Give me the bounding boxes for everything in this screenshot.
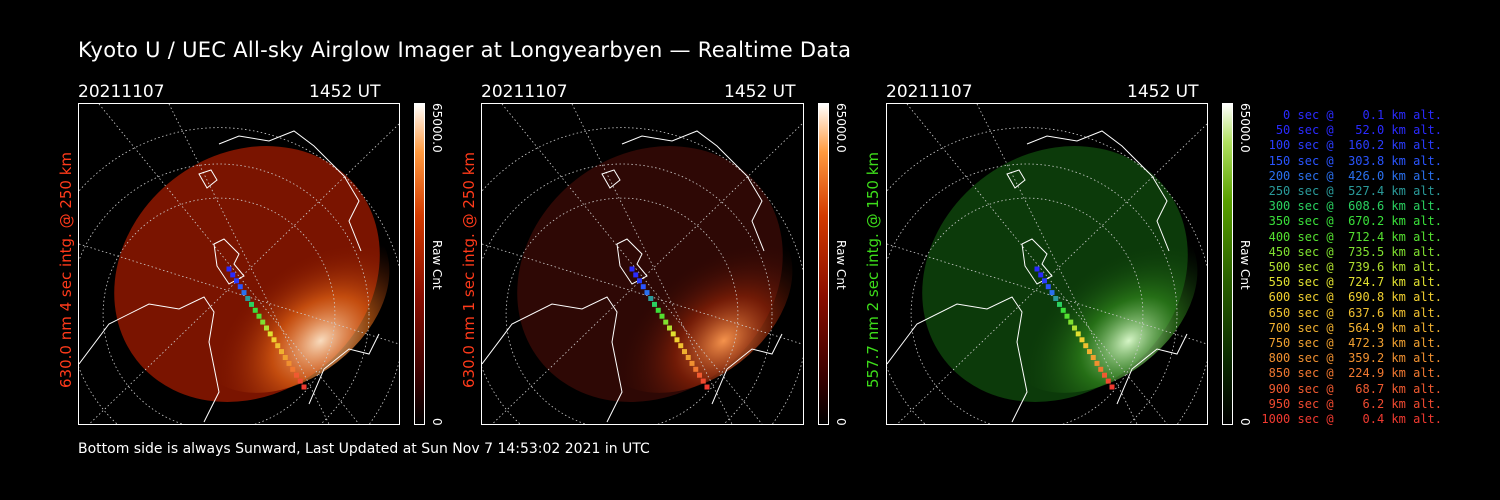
legend-entry: 350 sec @ 670.2 km alt. — [1261, 214, 1442, 229]
trajectory — [1034, 266, 1115, 390]
legend-entry: 750 sec @ 472.3 km alt. — [1261, 336, 1442, 351]
legend-entry: 600 sec @ 690.8 km alt. — [1261, 290, 1442, 305]
panel-1-time: 1452 UT — [309, 82, 381, 102]
legend-entry: 550 sec @ 724.7 km alt. — [1261, 275, 1442, 290]
panel-3-colorbar-max: 65000.0 — [1238, 103, 1252, 153]
panel-2-image — [481, 103, 804, 425]
coastline — [79, 130, 380, 423]
panel-3-colorbar — [1222, 103, 1233, 425]
panel-1-image — [78, 103, 400, 425]
footer-note: Bottom side is always Sunward, Last Upda… — [78, 441, 650, 457]
trajectory — [629, 266, 710, 390]
panel-2-allsky-svg — [482, 104, 803, 424]
legend-entry: 50 sec @ 52.0 km alt. — [1261, 123, 1442, 138]
panel-1-ylabel: 630.0 nm 4 sec intg. @ 250 km — [57, 151, 75, 388]
panel-3-date: 20211107 — [886, 82, 973, 102]
legend-entry: 950 sec @ 6.2 km alt. — [1261, 396, 1442, 411]
panel-3-colorbar-min: 0 — [1238, 418, 1252, 426]
panel-3-ylabel: 557.7 nm 2 sec intg. @ 150 km — [864, 151, 882, 388]
legend-entry: 850 sec @ 224.9 km alt. — [1261, 366, 1442, 381]
coordinate-grid — [482, 104, 803, 424]
legend-entry: 450 sec @ 735.5 km alt. — [1261, 244, 1442, 259]
legend-entry: 500 sec @ 739.6 km alt. — [1261, 260, 1442, 275]
coastline — [887, 130, 1188, 423]
panel-3-allsky-svg — [887, 104, 1207, 424]
coastline — [482, 130, 783, 423]
page-title: Kyoto U / UEC All-sky Airglow Imager at … — [78, 38, 852, 62]
legend-entry: 800 sec @ 359.2 km alt. — [1261, 351, 1442, 366]
legend-entry: 700 sec @ 564.9 km alt. — [1261, 320, 1442, 335]
legend-entry: 1000 sec @ 0.4 km alt. — [1261, 412, 1442, 427]
aurora-glow — [595, 213, 793, 393]
panel-3-time: 1452 UT — [1127, 82, 1199, 102]
panel-2-time: 1452 UT — [724, 82, 796, 102]
coordinate-grid — [79, 104, 399, 424]
panel-1-allsky-svg — [79, 104, 399, 424]
legend-entry: 250 sec @ 527.4 km alt. — [1261, 184, 1442, 199]
panel-1-colorbar-label: Raw Cnt — [430, 240, 444, 290]
panel-2-colorbar-label: Raw Cnt — [834, 240, 848, 290]
trajectory-legend: 0 sec @ 0.1 km alt. 50 sec @ 52.0 km alt… — [1261, 108, 1442, 427]
legend-entry: 0 sec @ 0.1 km alt. — [1261, 108, 1442, 122]
aurora-glow — [1000, 213, 1198, 393]
legend-entry: 900 sec @ 68.7 km alt. — [1261, 381, 1442, 396]
trajectory — [226, 266, 307, 390]
panel-3-colorbar-label: Raw Cnt — [1238, 240, 1252, 290]
panel-3-image — [886, 103, 1208, 425]
legend-entry: 650 sec @ 637.6 km alt. — [1261, 305, 1442, 320]
legend-entry: 150 sec @ 303.8 km alt. — [1261, 153, 1442, 168]
aurora-glow — [192, 213, 390, 393]
panel-2-colorbar-max: 65000.0 — [834, 103, 848, 153]
panel-1-colorbar-min: 0 — [430, 418, 444, 426]
panel-2-date: 20211107 — [481, 82, 568, 102]
panel-2-ylabel: 630.0 nm 1 sec intg. @ 250 km — [460, 151, 478, 388]
legend-entry: 200 sec @ 426.0 km alt. — [1261, 168, 1442, 183]
legend-entry: 400 sec @ 712.4 km alt. — [1261, 229, 1442, 244]
panel-2-colorbar — [818, 103, 829, 425]
legend-entry: 100 sec @ 160.2 km alt. — [1261, 138, 1442, 153]
panel-1-date: 20211107 — [78, 82, 165, 102]
legend-entry: 300 sec @ 608.6 km alt. — [1261, 199, 1442, 214]
panel-1-colorbar — [414, 103, 425, 425]
coordinate-grid — [887, 104, 1207, 424]
panel-2-colorbar-min: 0 — [834, 418, 848, 426]
panel-1-colorbar-max: 65000.0 — [430, 103, 444, 153]
